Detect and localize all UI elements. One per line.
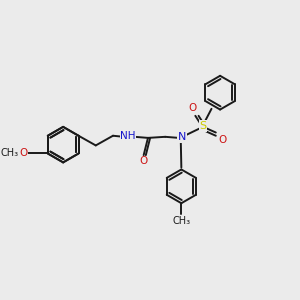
Text: O: O	[19, 148, 27, 158]
Text: S: S	[199, 121, 206, 131]
Text: N: N	[178, 132, 186, 142]
Text: CH₃: CH₃	[172, 216, 190, 226]
Text: O: O	[218, 135, 226, 145]
Text: NH: NH	[120, 131, 136, 141]
Text: CH₃: CH₃	[1, 148, 19, 158]
Text: O: O	[139, 156, 147, 166]
Text: O: O	[188, 103, 197, 113]
